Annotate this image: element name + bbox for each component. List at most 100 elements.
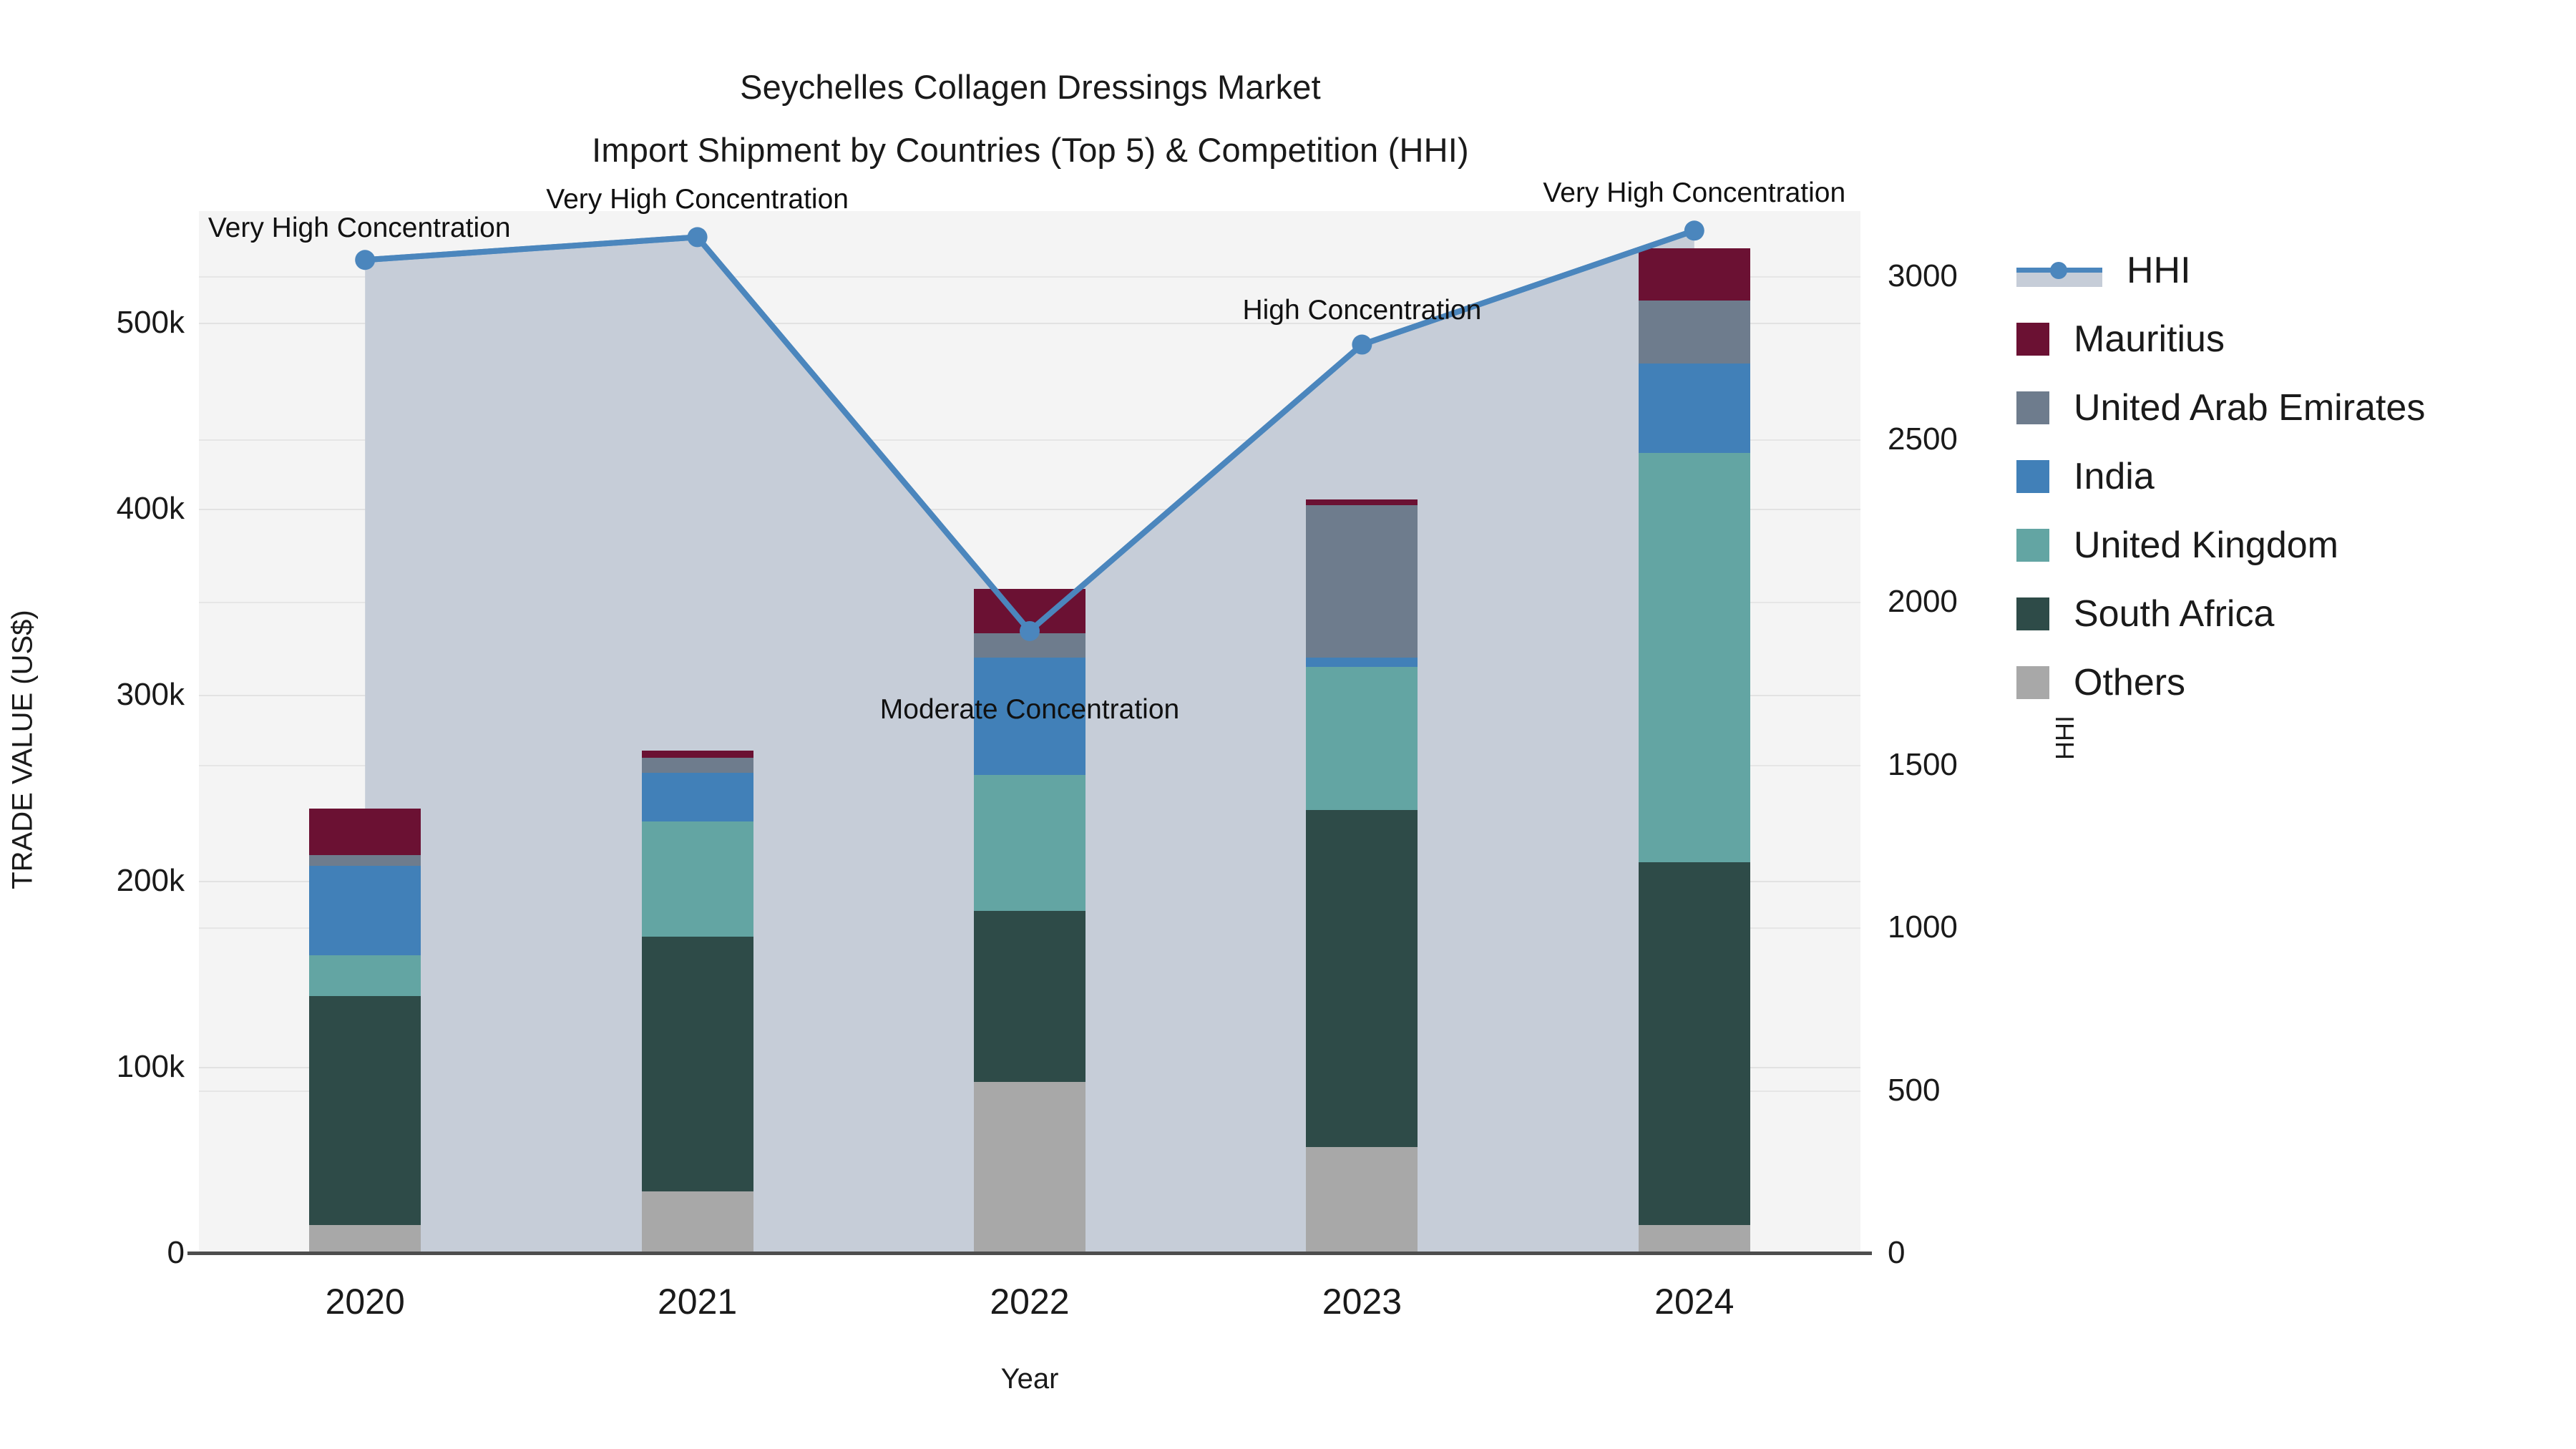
y-axis-left-tick-label: 400k [116,491,185,526]
legend-area-swatch [2016,273,2102,287]
hhi-annotation: Very High Concentration [208,213,511,244]
legend-item[interactable]: India [2016,442,2576,511]
bar-segment[interactable] [1638,453,1750,862]
hhi-data-point[interactable] [1684,220,1704,241]
legend-item[interactable]: United Arab Emirates [2016,374,2576,442]
y-axis-right-tick-label: 0 [1888,1235,1906,1270]
bar-segment[interactable] [974,774,1085,911]
legend-item-label: Others [2074,662,2186,703]
hhi-markers [355,220,1704,641]
bar-segment[interactable] [1638,300,1750,364]
x-axis-tick-label: 2024 [1654,1282,1735,1322]
bar-segment[interactable] [309,996,421,1225]
bar-segment[interactable] [1306,658,1418,667]
hhi-data-point[interactable] [687,227,708,248]
chart-legend: HHI Mauritius United Arab Emirates India Uni… [2016,236,2576,717]
legend-item[interactable]: HHI [2016,236,2576,305]
y-axis-right-tick-label: 1500 [1888,746,1958,782]
legend-color-swatch [2016,666,2049,699]
bar-segment[interactable] [309,866,421,955]
x-axis-tick-label: 2022 [990,1282,1070,1322]
bar-group[interactable] [974,211,1085,1253]
bar-group[interactable] [1638,211,1750,1253]
bar-segment[interactable] [1638,248,1750,301]
legend-item[interactable]: Mauritius [2016,305,2576,374]
y-axis-right-tick-label: 3000 [1888,258,1958,293]
bar-group[interactable] [1306,211,1418,1253]
hhi-line-segment [1028,342,1365,633]
hhi-data-point[interactable] [1020,620,1040,641]
gridline-secondary [199,276,1860,278]
x-axis-tick-label: 2020 [325,1282,405,1322]
hhi-line-segment [1361,228,1696,348]
y-axis-left-tick-label: 100k [116,1049,185,1084]
legend-color-swatch [2016,323,2049,356]
x-axis-tick-label: 2021 [657,1282,738,1322]
bar-segment[interactable] [1638,1225,1750,1253]
chart-subtitle: Import Shipment by Countries (Top 5) & C… [592,131,1469,169]
hhi-annotation: High Concentration [1242,294,1482,326]
y-axis-right-tick-label: 1000 [1888,909,1958,945]
bar-segment[interactable] [641,751,753,758]
gridline-secondary [199,439,1860,441]
y-axis-left-tick-label: 200k [116,863,185,898]
y-axis-left-label: TRADE VALUE (US$) [6,610,39,889]
gridline [199,323,1860,324]
bar-segment[interactable] [974,910,1085,1082]
bar-segment[interactable] [309,854,421,867]
bar-segment[interactable] [641,821,753,937]
bar-segment[interactable] [641,773,753,821]
bar-segment[interactable] [309,955,421,997]
legend-item[interactable]: Others [2016,648,2576,717]
legend-point-icon [2050,262,2067,279]
hhi-data-point[interactable] [355,250,376,270]
hhi-data-point[interactable] [1352,334,1372,355]
legend-item-label: Mauritius [2074,318,2225,360]
legend-color-swatch [2016,597,2049,630]
bar-segment[interactable] [1306,499,1418,505]
bar-segment[interactable] [309,808,421,855]
x-axis-label: Year [1000,1363,1059,1395]
bar-segment[interactable] [1306,1146,1418,1253]
legend-item-label: HHI [2127,250,2191,291]
bar-group[interactable] [641,211,753,1253]
bar-segment[interactable] [309,1225,421,1253]
bar-segment[interactable] [1638,364,1750,453]
hhi-annotation: Moderate Concentration [879,693,1180,725]
legend-line-marker-icon [2016,254,2102,287]
legend-item-label: United Kingdom [2074,525,2338,566]
bar-segment[interactable] [974,658,1085,775]
hhi-line-segment [695,235,1033,633]
legend-item[interactable]: South Africa [2016,580,2576,648]
bar-segment[interactable] [641,937,753,1192]
y-axis-right-tick-label: 500 [1888,1072,1941,1108]
bar-segment[interactable] [1306,810,1418,1147]
bar-segment[interactable] [974,1081,1085,1253]
bar-segment[interactable] [1306,504,1418,658]
legend-item[interactable]: United Kingdom [2016,511,2576,580]
y-axis-left-tick-label: 500k [116,305,185,340]
bar-group[interactable] [309,211,421,1253]
legend-item-label: South Africa [2074,593,2275,635]
chart-title-block: Seychelles Collagen Dressings Market Imp… [0,56,2061,182]
bar-segment[interactable] [1638,862,1750,1225]
hhi-annotation: Very High Concentration [1543,177,1846,209]
legend-color-swatch [2016,391,2049,424]
hhi-annotation: Very High Concentration [546,184,849,215]
hhi-line-segment [364,234,698,263]
x-axis-tick-label: 2023 [1322,1282,1402,1322]
legend-color-swatch [2016,460,2049,493]
y-axis-right-tick-label: 2500 [1888,421,1958,457]
gridline [199,509,1860,510]
y-axis-left-tick-label: 0 [167,1235,185,1270]
bar-segment[interactable] [641,1191,753,1253]
bar-segment[interactable] [1306,667,1418,811]
legend-item-label: India [2074,456,2155,497]
bar-segment[interactable] [641,758,753,774]
legend-color-swatch [2016,529,2049,562]
x-axis-line [187,1252,1872,1255]
page-title: Seychelles Collagen Dressings Market [740,68,1321,106]
y-axis-left-tick-label: 300k [116,677,185,712]
legend-item-label: United Arab Emirates [2074,387,2426,429]
